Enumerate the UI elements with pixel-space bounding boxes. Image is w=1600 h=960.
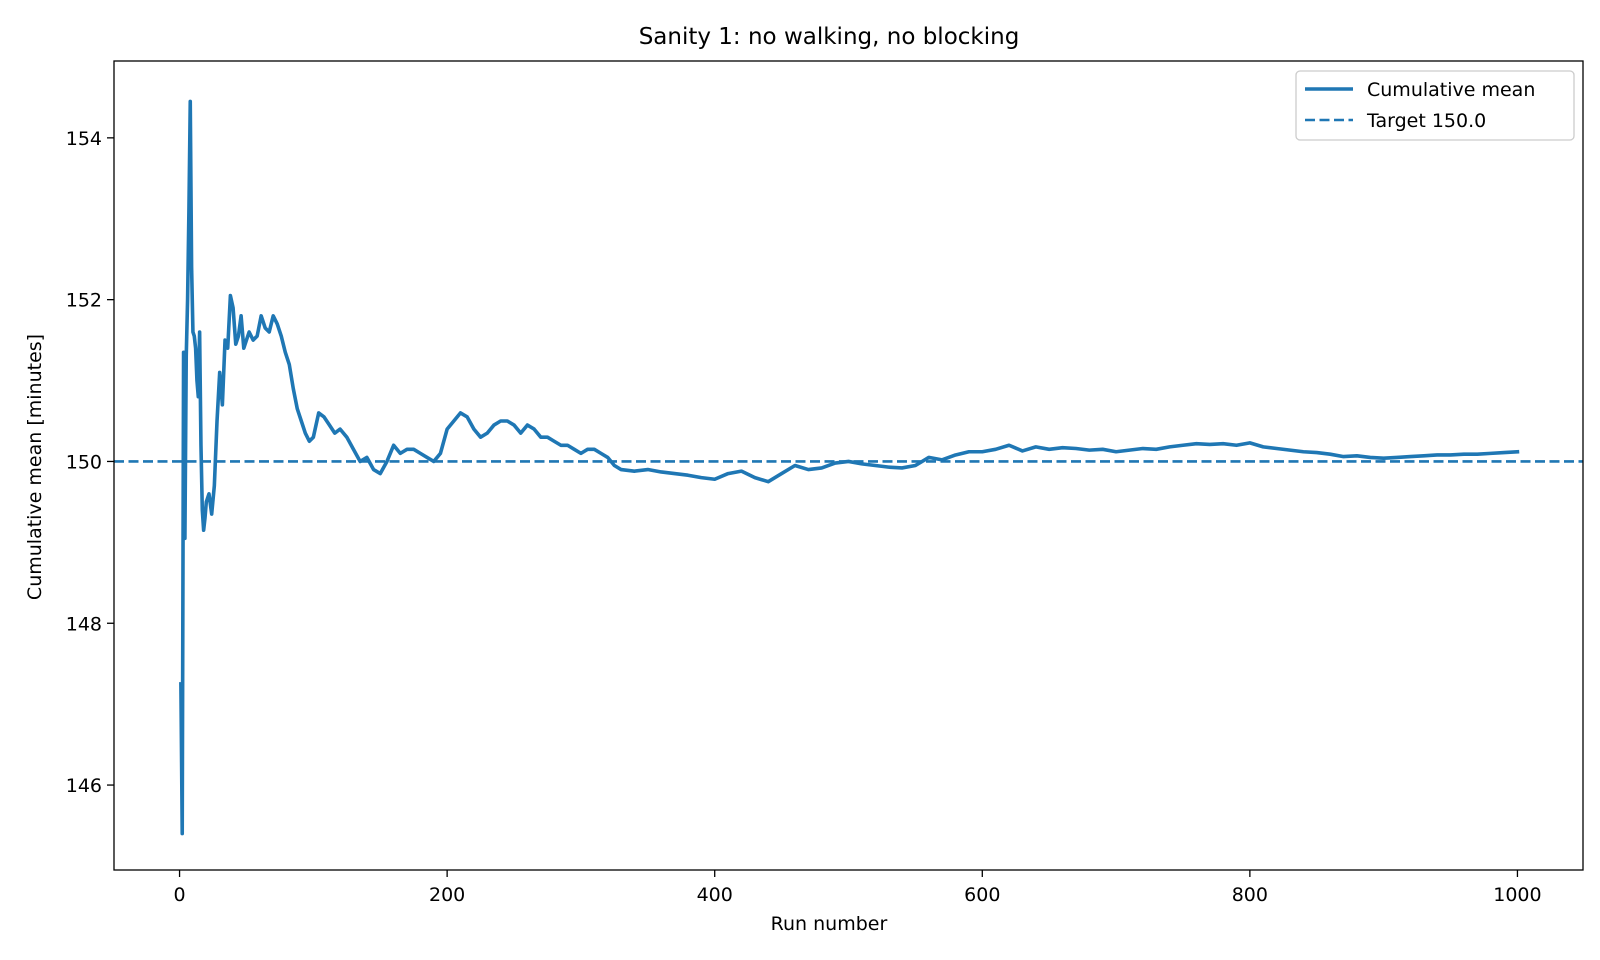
x-tick-label: 800 [1232, 884, 1268, 906]
y-tick-label: 152 [66, 290, 102, 312]
plot-area [114, 99, 1583, 836]
axes-frame [113, 60, 1584, 871]
legend-label: Target 150.0 [1366, 110, 1486, 132]
y-tick-label: 150 [66, 451, 102, 473]
y-tick-label: 154 [66, 128, 102, 150]
y-axis-label: Cumulative mean [minutes] [24, 334, 46, 600]
cumulative-mean-line [179, 99, 1520, 836]
y-tick-label: 146 [66, 775, 102, 797]
y-tick-label: 148 [66, 613, 102, 635]
legend-box [1295, 70, 1575, 141]
x-tick-label: 1000 [1493, 884, 1541, 906]
legend: Cumulative mean Target 150.0 [1295, 70, 1575, 141]
legend-label: Cumulative mean [1367, 79, 1535, 101]
x-tick-label: 400 [697, 884, 733, 906]
x-axis-label: Run number [771, 913, 888, 935]
series-group [114, 99, 1583, 836]
chart-title: Sanity 1: no walking, no blocking [639, 24, 1020, 50]
x-tick-label: 200 [429, 884, 465, 906]
x-tick-label: 0 [174, 884, 186, 906]
x-tick-label: 600 [964, 884, 1000, 906]
axes: 0 200 400 600 800 1000 146 148 150 152 154 [66, 60, 1584, 906]
